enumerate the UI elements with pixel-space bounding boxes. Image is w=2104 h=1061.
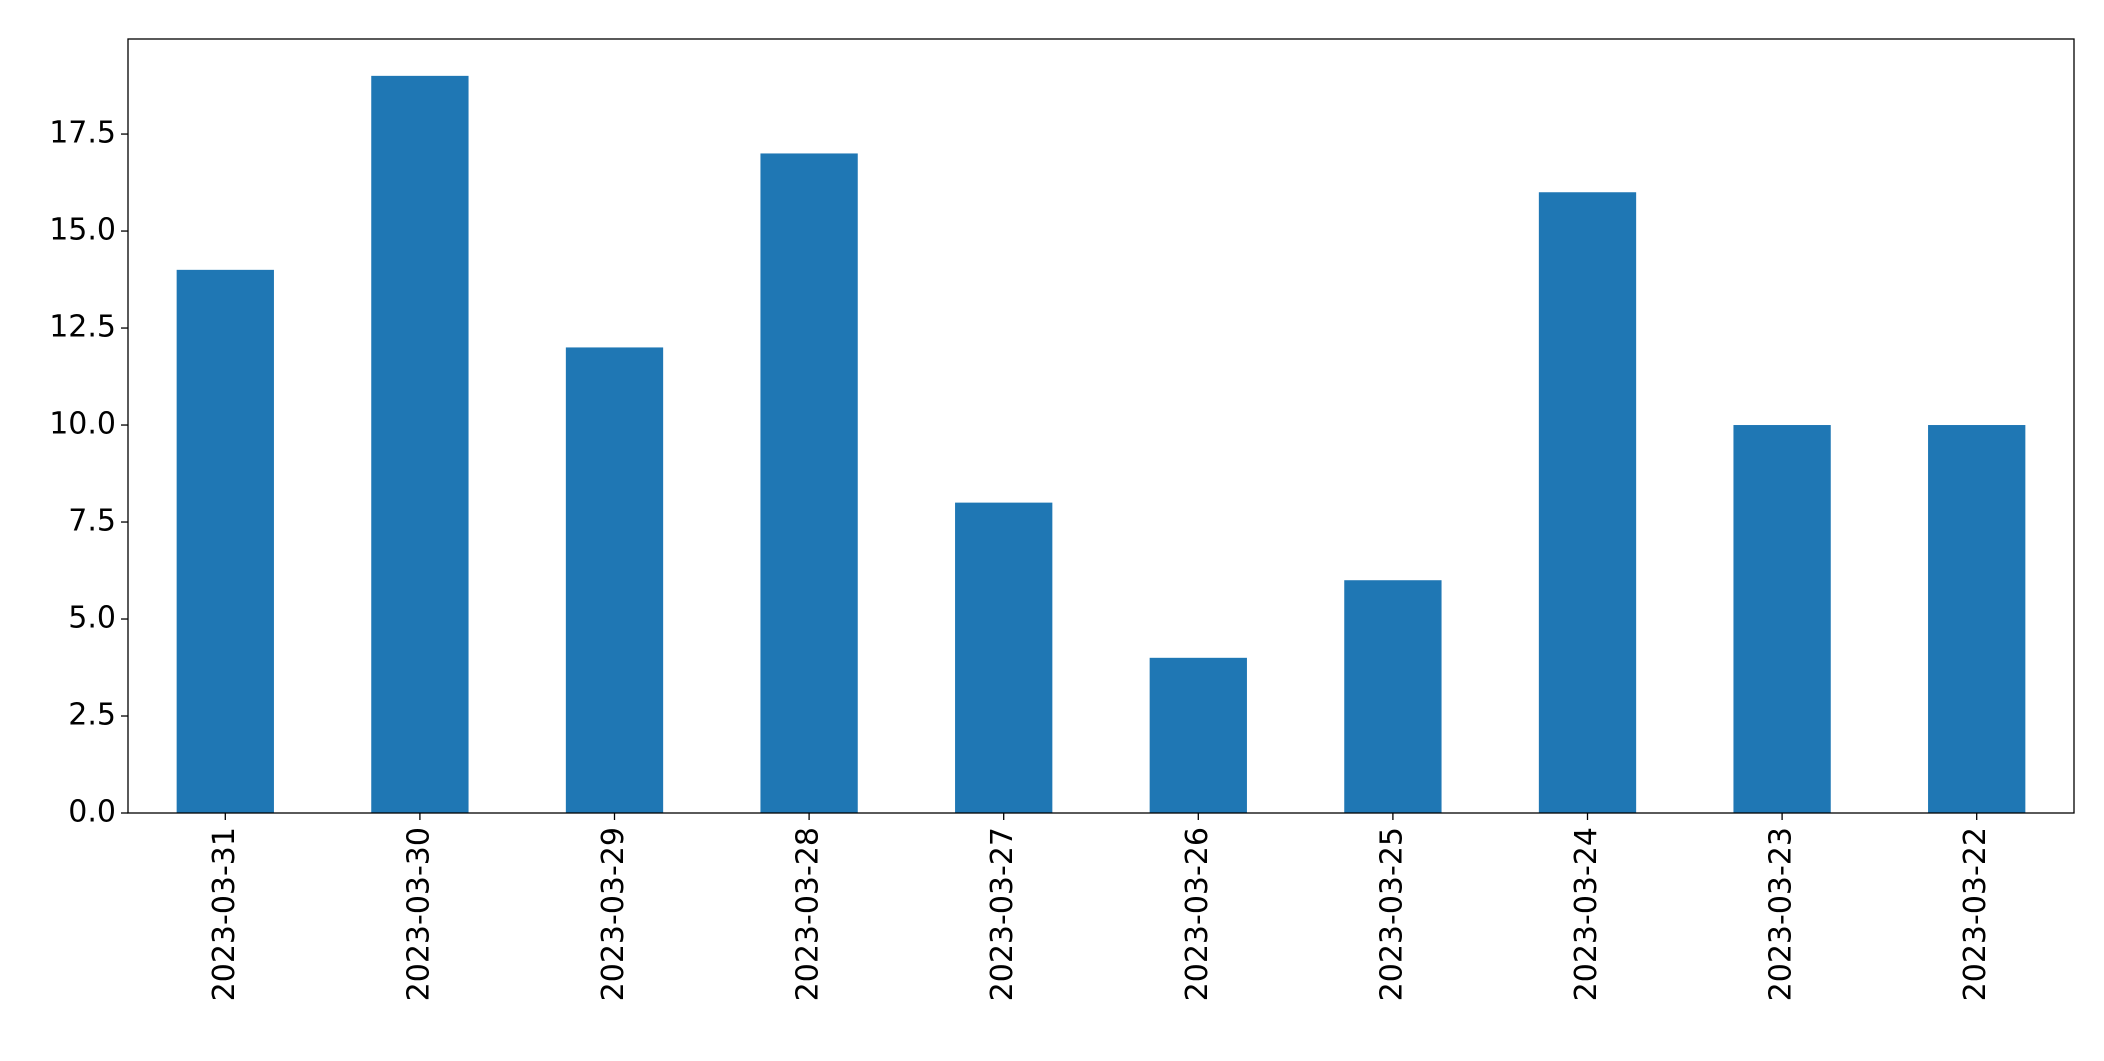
y-tick-label: 10.0	[49, 407, 116, 442]
x-tick-label: 2023-03-31	[207, 827, 242, 1001]
bar	[565, 347, 664, 813]
x-tick-label: 2023-03-30	[401, 827, 436, 1001]
x-tick-label: 2023-03-23	[1764, 827, 1799, 1001]
bar	[176, 269, 274, 813]
bar	[955, 502, 1053, 813]
bar	[1344, 580, 1442, 813]
y-tick-label: 7.5	[68, 504, 116, 539]
bar	[1733, 425, 1831, 813]
y-tick-label: 17.5	[49, 116, 116, 151]
bar	[1538, 192, 1637, 814]
x-tick-label: 2023-03-22	[1958, 827, 1993, 1001]
y-tick-label: 12.5	[49, 310, 116, 345]
x-tick-label: 2023-03-24	[1569, 827, 1604, 1001]
bar	[760, 153, 858, 814]
x-tick-label: 2023-03-27	[985, 827, 1020, 1001]
y-tick-label: 5.0	[68, 601, 116, 636]
x-tick-label: 2023-03-28	[791, 827, 826, 1001]
x-tick-label: 2023-03-26	[1180, 827, 1215, 1001]
y-tick-label: 0.0	[68, 795, 116, 830]
x-tick-label: 2023-03-25	[1374, 827, 1409, 1001]
bar	[371, 75, 469, 814]
bar	[1928, 425, 2026, 813]
plot-frame	[127, 38, 2075, 814]
y-tick-label: 2.5	[68, 698, 116, 733]
y-tick-label: 15.0	[49, 213, 116, 248]
x-tick-label: 2023-03-29	[596, 827, 631, 1001]
bar	[1149, 657, 1247, 813]
